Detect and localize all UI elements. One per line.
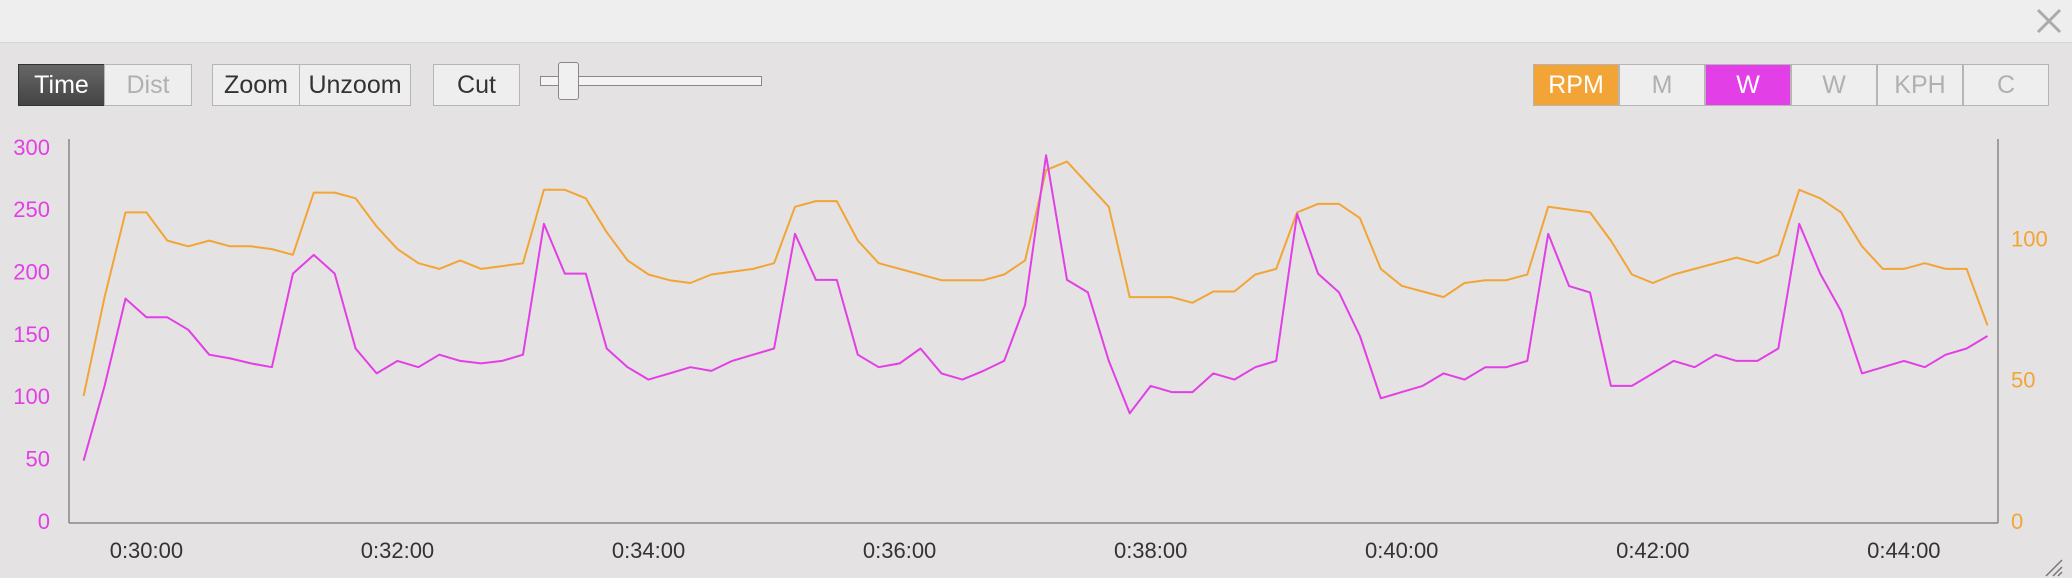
y-tick-label: 50 [26,446,50,471]
x-tick-label: 0:30:00 [110,538,183,563]
slider-thumb[interactable] [558,62,579,100]
dist-button[interactable]: Dist [104,64,192,106]
close-button[interactable] [2032,4,2066,38]
y-tick-label: 200 [13,259,50,284]
rpm-button[interactable]: RPM [1533,64,1619,106]
kph-button[interactable]: KPH [1877,64,1963,106]
series-line [82,154,1989,461]
y-tick-label: 150 [13,322,50,347]
x-tick-label: 0:42:00 [1616,538,1689,563]
unzoom-button[interactable]: Unzoom [299,64,411,106]
c-button[interactable]: C [1963,64,2049,106]
x-tick-label: 0:34:00 [612,538,685,563]
title-bar [0,0,2072,43]
y-tick-label: 250 [13,197,50,222]
y-tick-label: 0 [38,509,50,534]
x-tick-label: 0:38:00 [1114,538,1187,563]
time-button[interactable]: Time [18,64,105,106]
y2-tick-label: 50 [2011,368,2035,393]
y-tick-label: 300 [13,135,50,160]
m-button[interactable]: M [1619,64,1705,106]
y2-tick-label: 0 [2011,509,2023,534]
series-line [82,160,1989,397]
cut-button[interactable]: Cut [433,64,520,106]
w-button[interactable]: W [1705,64,1791,106]
w2-button[interactable]: W [1791,64,1877,106]
x-tick-label: 0:44:00 [1867,538,1940,563]
y-tick-label: 100 [13,384,50,409]
x-tick-label: 0:32:00 [361,538,434,563]
x-tick-label: 0:40:00 [1365,538,1438,563]
y2-tick-label: 100 [2011,226,2048,251]
x-tick-label: 0:36:00 [863,538,936,563]
resize-grip [2045,559,2063,577]
zoom-button[interactable]: Zoom [212,64,300,106]
slider-track [540,76,762,86]
